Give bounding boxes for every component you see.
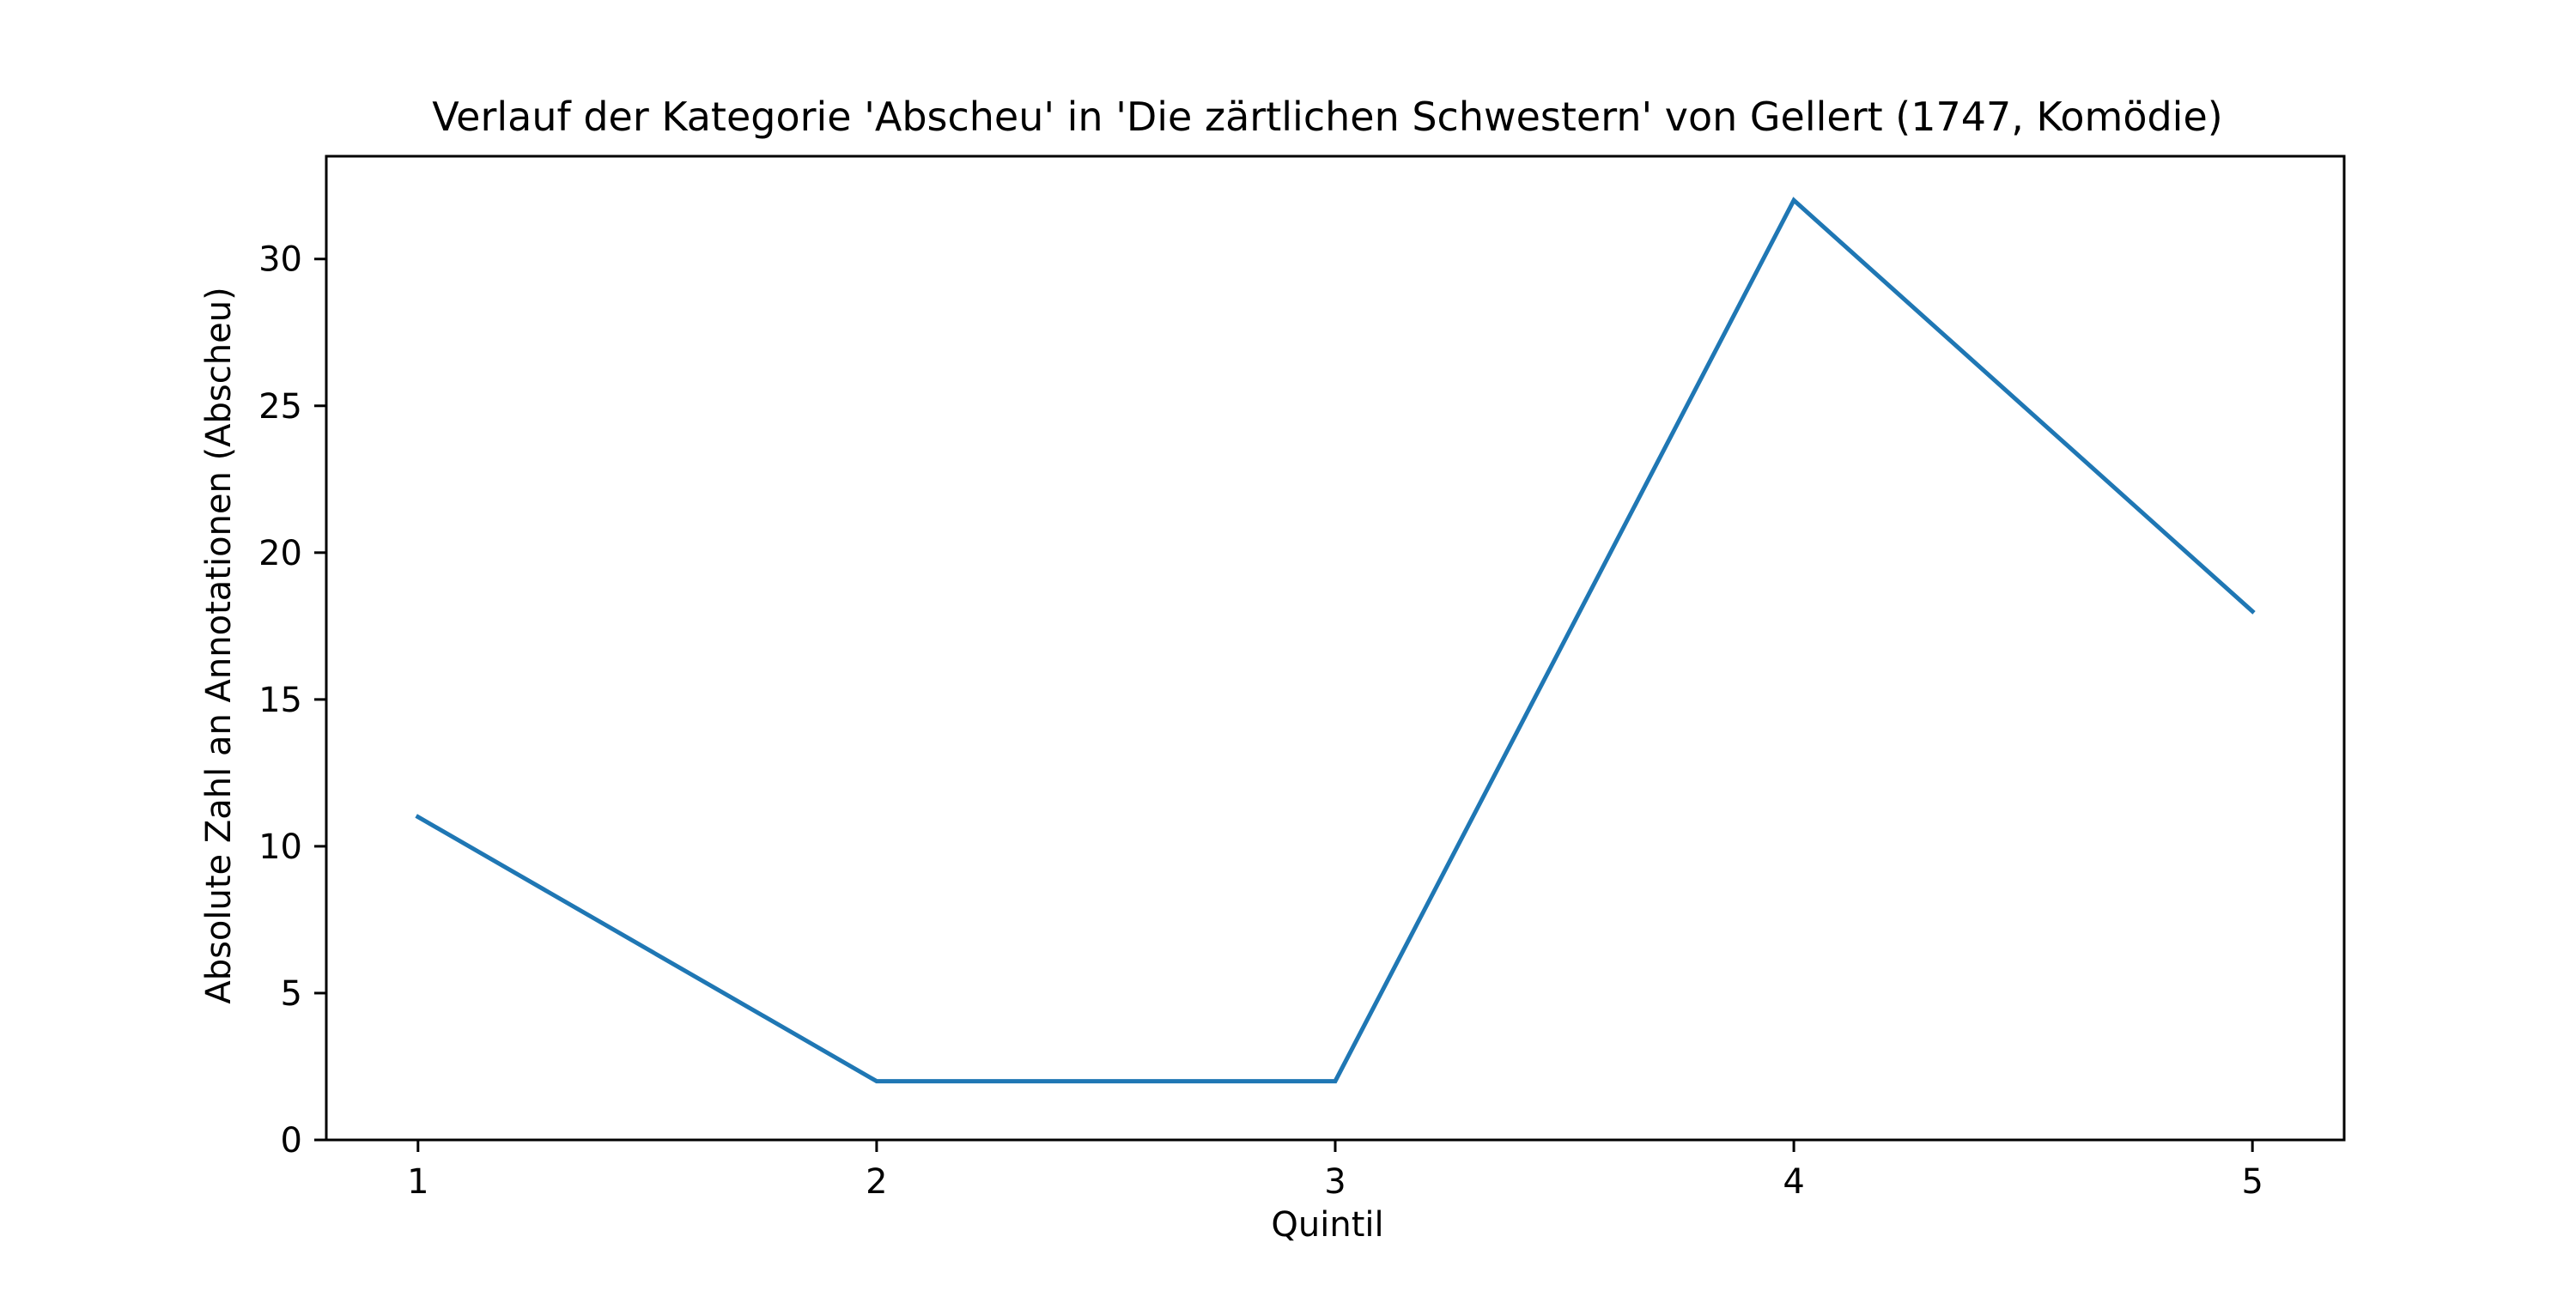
y-axis-label: Absolute Zahl an Annotationen (Abscheu) (199, 287, 239, 1003)
y-tick-label: 0 (281, 1121, 302, 1161)
x-tick-label: 1 (407, 1162, 428, 1202)
x-tick-label: 4 (1783, 1162, 1804, 1202)
y-tick-label: 5 (281, 974, 302, 1014)
x-tick-label: 2 (866, 1162, 887, 1202)
series-line-1 (415, 197, 2256, 1084)
chart-title: Verlauf der Kategorie 'Abscheu' in 'Die … (432, 94, 2222, 140)
plot-area: 1 2 3 4 5 0 5 10 15 20 25 30 (258, 155, 2346, 1202)
y-tick-label: 25 (258, 387, 302, 427)
x-tick-label: 3 (1324, 1162, 1346, 1202)
x-tick-label: 5 (2241, 1162, 2263, 1202)
y-tick-label: 30 (258, 240, 302, 280)
y-tick-label: 10 (258, 827, 302, 867)
y-tick-label: 15 (258, 681, 302, 720)
x-axis-label: Quintil (1271, 1205, 1383, 1245)
y-tick-label: 20 (258, 534, 302, 573)
